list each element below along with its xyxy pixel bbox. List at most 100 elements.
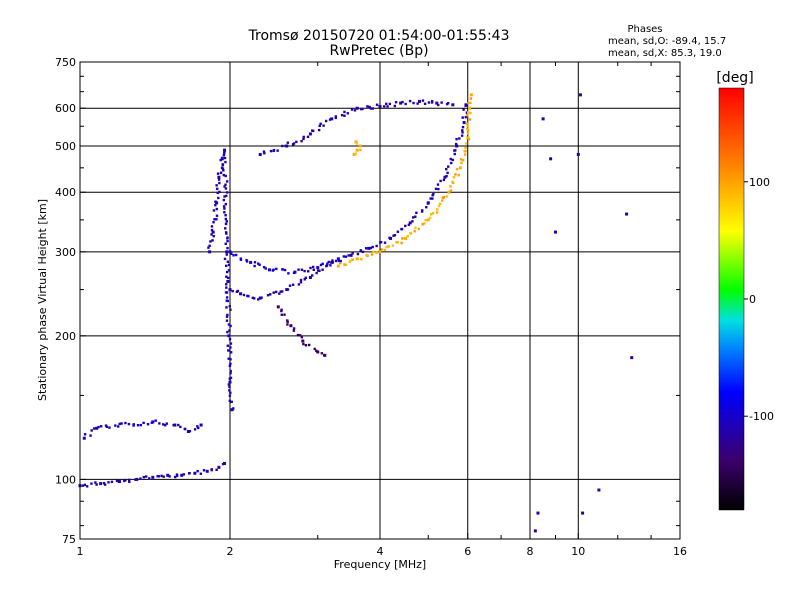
echo-point [128,478,131,482]
data-point [308,132,312,136]
echo-point [232,407,235,410]
echo-point [414,226,417,230]
echo-point [210,468,213,472]
echo-point [467,137,471,141]
echo-point [175,473,179,476]
echo-point [207,246,210,249]
data-point [276,305,280,309]
echo-point [428,216,432,220]
echo-point [229,358,232,361]
echo-point [346,112,349,115]
echo-point [407,223,411,226]
echo-point [340,113,344,117]
data-point [468,106,472,110]
echo-point [251,296,255,300]
echo-point [312,268,315,272]
echo-point [447,165,450,168]
echo-point [212,234,215,238]
echo-point [292,271,296,275]
echo-point [230,252,233,255]
echo-point [464,146,467,150]
echo-point [392,234,395,237]
echo-point [436,208,439,211]
echo-point [369,107,373,110]
plot-frame [79,61,681,540]
echo-point [457,173,460,177]
data-point [330,117,334,121]
echo-point [454,142,458,146]
echo-point [225,275,228,278]
echo-point [272,291,275,294]
x-axis-label: Frequency [MHz] [334,558,426,571]
echo-point [224,222,228,226]
data-point [82,436,86,440]
echo-point [95,483,98,486]
echo-point [388,236,391,240]
colorbar-tick-label: 0 [749,293,756,306]
echo-point [393,234,397,237]
echo-point [223,207,226,210]
echo-point [210,233,213,236]
echo-point [247,295,250,298]
echo-point [417,227,421,231]
data-point [399,101,403,105]
echo-point [440,199,444,202]
echo-point [224,174,227,178]
echo-point [431,212,435,215]
echo-point [414,215,417,218]
echo-point [196,425,199,428]
echo-point [227,383,231,386]
echo-point [224,242,227,246]
data-point [597,488,601,492]
echo-point [245,258,248,262]
data-point [578,93,582,97]
echo-point [303,278,306,281]
echo-point [225,220,228,223]
data-point [466,136,470,140]
data-point [349,253,353,257]
echo-point [234,253,238,257]
chart-subtitle: RwPretec (Bp) [329,43,428,59]
data-point [180,473,184,477]
data-point [285,144,289,148]
echo-point [274,290,278,294]
colorbar-ticks: -100 0 100 [744,176,774,423]
echo-point [266,294,270,297]
echo-point [460,134,464,137]
echo-point [224,227,227,230]
echo-point [455,137,458,141]
echo-point [228,385,231,389]
echo-point [288,284,292,287]
data-point [462,121,466,125]
echo-point [127,422,131,426]
echo-point [229,362,232,365]
echo-point [375,103,379,106]
echo-point [464,150,467,153]
echo-point [464,142,468,145]
echo-point [227,349,230,352]
echo-point [114,424,117,427]
echo-point [228,399,232,403]
echo-point [269,293,272,296]
echo-point [224,202,228,206]
colorbar-tick-label: -100 [749,410,774,423]
echo-point [466,127,469,130]
echo-point [337,259,341,263]
echo-point [214,200,217,203]
echo-point [464,104,467,108]
echo-point [304,276,307,279]
echo-point [225,296,229,299]
echo-point [309,266,312,270]
data-point [630,356,634,360]
echo-point [364,247,368,250]
echo-point [286,320,289,324]
echo-point [361,107,364,111]
data-point [258,296,262,300]
echo-point [380,248,383,251]
echo-point [404,102,407,106]
echo-point [154,419,157,422]
data-point [443,175,447,179]
data-point [451,103,455,107]
echo-point [136,423,140,427]
y-tick-label: 400 [55,186,76,199]
